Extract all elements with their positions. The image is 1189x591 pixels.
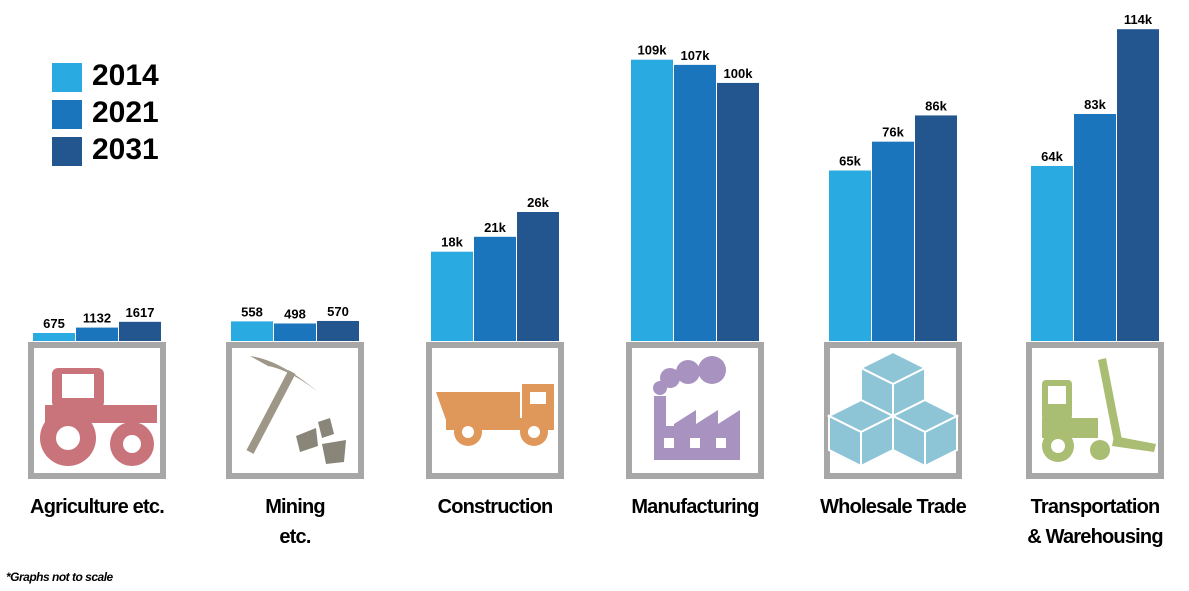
legend-label: 2031 xyxy=(92,133,159,166)
bar xyxy=(829,170,871,341)
value-label: 64k xyxy=(1041,149,1063,164)
value-label: 675 xyxy=(43,316,65,331)
category-label: Agriculture etc. xyxy=(30,496,165,518)
pickaxe-icon xyxy=(246,356,346,464)
bar xyxy=(431,251,473,341)
bar xyxy=(76,327,118,341)
bar xyxy=(915,115,957,341)
value-label: 570 xyxy=(327,304,349,319)
bar xyxy=(872,141,914,341)
value-label: 18k xyxy=(441,235,463,250)
bar xyxy=(274,323,316,341)
legend-label: 2021 xyxy=(92,96,159,129)
bar xyxy=(1031,165,1073,341)
value-label: 558 xyxy=(241,304,263,319)
value-label: 498 xyxy=(284,306,306,321)
value-label: 109k xyxy=(638,43,668,58)
bar xyxy=(474,236,516,341)
value-label: 21k xyxy=(484,220,506,235)
bar xyxy=(119,321,161,341)
value-label: 1617 xyxy=(126,305,155,320)
legend-swatch xyxy=(52,63,82,92)
category-label: Wholesale Trade xyxy=(820,496,967,518)
value-label: 114k xyxy=(1124,12,1153,27)
category-label: Transportation & Warehousing xyxy=(1027,496,1163,548)
category-label: Manufacturing xyxy=(631,496,759,518)
legend-swatch xyxy=(52,100,82,129)
bar xyxy=(317,320,359,341)
cubes-icon xyxy=(826,350,960,468)
bar xyxy=(1074,113,1116,341)
value-label: 86k xyxy=(925,98,947,113)
bar xyxy=(674,64,716,341)
value-label: 76k xyxy=(882,125,904,140)
footnote: *Graphs not to scale xyxy=(6,570,113,584)
truck-icon xyxy=(436,384,554,446)
bar xyxy=(717,82,759,341)
value-label: 100k xyxy=(724,66,754,81)
value-label: 65k xyxy=(839,154,861,169)
factory-icon xyxy=(653,356,740,460)
legend-swatch xyxy=(52,137,82,166)
bar xyxy=(231,321,273,341)
value-label: 26k xyxy=(527,195,549,210)
frames xyxy=(28,342,1164,479)
bar xyxy=(631,59,673,341)
bar xyxy=(1117,29,1159,341)
forklift-icon xyxy=(1042,358,1156,462)
value-label: 1132 xyxy=(83,311,111,326)
legend-label: 2014 xyxy=(92,59,159,92)
category-label: Construction xyxy=(437,496,554,518)
bar xyxy=(33,333,75,341)
value-label: 107k xyxy=(681,48,711,63)
category-label: Mining etc. xyxy=(265,496,325,548)
value-label: 83k xyxy=(1084,97,1106,112)
tractor-icon xyxy=(40,368,157,466)
bar xyxy=(517,212,559,341)
